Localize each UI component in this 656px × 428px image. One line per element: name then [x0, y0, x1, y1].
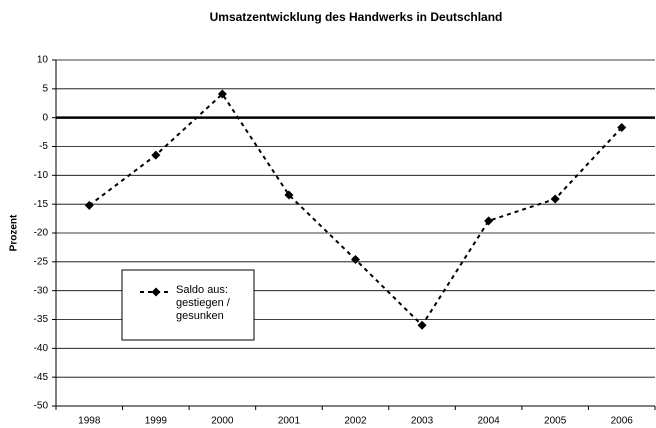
y-tick-label: 0	[42, 112, 48, 123]
x-tick-label: 2004	[477, 416, 500, 427]
y-tick-label: -5	[39, 141, 48, 152]
x-tick-label: 2000	[211, 416, 234, 427]
y-tick-label: -45	[34, 372, 49, 383]
y-tick-label: 10	[37, 55, 49, 66]
x-tick-label: 1999	[145, 416, 168, 427]
x-tick-label: 2005	[544, 416, 567, 427]
y-tick-label: -40	[34, 343, 49, 354]
y-tick-label: -25	[34, 256, 49, 267]
data-point	[617, 122, 627, 132]
data-point	[151, 150, 161, 160]
legend-box	[121, 269, 255, 341]
data-point	[284, 190, 294, 200]
legend-label-box: Saldo aus: gestiegen / gesunken	[176, 284, 230, 322]
data-point	[484, 216, 494, 226]
x-tick-label: 2003	[411, 416, 434, 427]
y-tick-label: -10	[34, 170, 49, 181]
legend-label: Saldo aus: gestiegen / gesunken	[176, 284, 230, 322]
data-point	[417, 320, 427, 330]
x-tick-label: 2002	[344, 416, 367, 427]
data-point	[550, 194, 560, 204]
x-tick-label: 1998	[78, 416, 101, 427]
data-point	[84, 200, 94, 210]
data-point	[217, 89, 227, 99]
legend-marker	[151, 287, 161, 297]
x-tick-label: 2001	[278, 416, 301, 427]
data-point	[351, 255, 360, 265]
y-tick-label: -50	[34, 401, 49, 412]
y-tick-label: -30	[34, 285, 49, 296]
chart-title: Umsatzentwicklung des Handwerks in Deuts…	[210, 10, 503, 24]
legend: Saldo aus: gestiegen / gesunken	[121, 269, 255, 341]
y-tick-label: -35	[34, 314, 49, 325]
y-tick-label: 5	[42, 83, 48, 94]
y-axis-label: Prozent	[9, 214, 20, 251]
y-tick-label: -15	[34, 199, 49, 210]
y-tick-label: -20	[34, 228, 49, 239]
x-tick-label: 2006	[611, 416, 634, 427]
